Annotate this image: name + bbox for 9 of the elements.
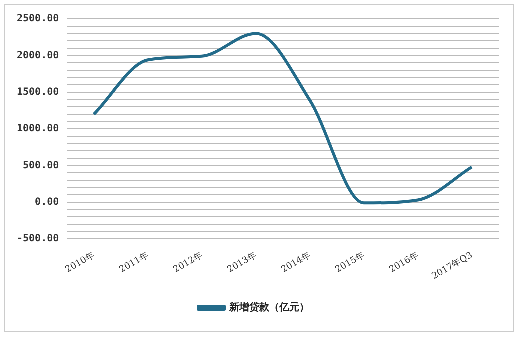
line-series	[92, 32, 474, 205]
y-tick-label: -500.00	[16, 234, 60, 245]
y-tick-label: 1500.00	[16, 86, 60, 98]
y-tick-label: 0.00	[35, 197, 60, 208]
y-tick-label: 2500.00	[16, 14, 60, 25]
y-tick-label: 2000.00	[16, 50, 60, 62]
y-tick-label: 1000.00	[16, 124, 60, 135]
legend-label: 新增贷款（亿元）	[228, 302, 310, 314]
y-tick-label: 500.00	[23, 160, 60, 172]
